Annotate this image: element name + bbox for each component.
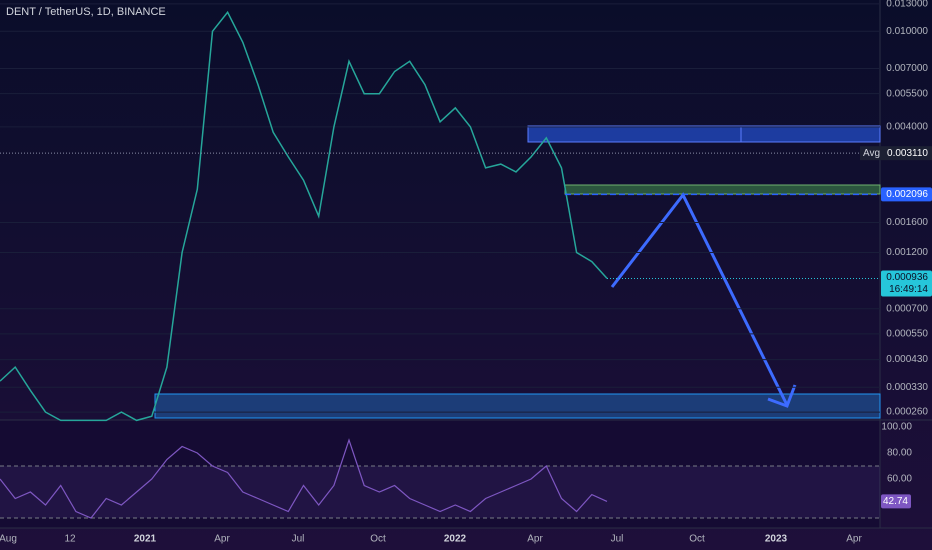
resistance-zone[interactable]	[527, 125, 881, 143]
rsi-tick-label: 60.00	[887, 474, 912, 485]
rsi-panel	[0, 420, 880, 528]
price-tick-label: 0.005500	[886, 88, 928, 99]
last-price: 0.000936	[886, 272, 928, 283]
time-label: 12	[64, 534, 76, 545]
price-tick-label: 0.007000	[886, 63, 928, 74]
rsi-line	[0, 438, 608, 519]
price-line	[0, 10, 608, 422]
level-price: 0.002096	[886, 189, 928, 200]
rsi-band	[0, 466, 880, 518]
price-tick-label: 0.013000	[886, 0, 928, 10]
time-label: Jul	[611, 534, 624, 545]
price-tick-label: 0.001600	[886, 217, 928, 228]
symbol-title: DENT / TetherUS, 1D, BINANCE	[6, 6, 166, 18]
arrow-head	[767, 384, 797, 408]
rsi-tag	[881, 494, 911, 509]
time-label: Oct	[370, 534, 386, 545]
time-label: Apr	[214, 534, 230, 545]
price-tick-label: 0.000430	[886, 354, 928, 365]
avg-label: Avg	[863, 148, 880, 159]
support-zone[interactable]	[154, 393, 881, 419]
price-tick-label: 0.000260	[886, 407, 928, 418]
time-label: 2023	[765, 534, 788, 545]
price-tick-label: 0.000700	[886, 303, 928, 314]
time-label: Apr	[527, 534, 543, 545]
last-tag	[881, 270, 932, 297]
time-label: Jul	[292, 534, 305, 545]
level-tag	[881, 187, 932, 202]
price-tick-label: 0.010000	[886, 26, 928, 37]
price-tick-label: 0.000550	[886, 329, 928, 340]
avg-price: 0.003110	[887, 148, 928, 159]
time-label: Aug	[0, 534, 17, 545]
countdown: 16:49:14	[889, 284, 928, 295]
time-label: Apr	[846, 534, 862, 545]
rsi-tick-label: 100.00	[881, 422, 912, 433]
time-label: Oct	[689, 534, 705, 545]
price-tick-label: 0.000330	[886, 382, 928, 393]
time-label: 2022	[444, 534, 467, 545]
time-label: 2021	[134, 534, 157, 545]
price-tick-label: 0.001200	[886, 247, 928, 258]
avg-tag	[860, 146, 932, 161]
price-tick-label: 0.004000	[886, 122, 928, 133]
rsi-tick-label: 80.00	[887, 448, 912, 459]
target-zone[interactable]	[564, 184, 881, 195]
rsi-current: 42.74	[883, 496, 908, 507]
